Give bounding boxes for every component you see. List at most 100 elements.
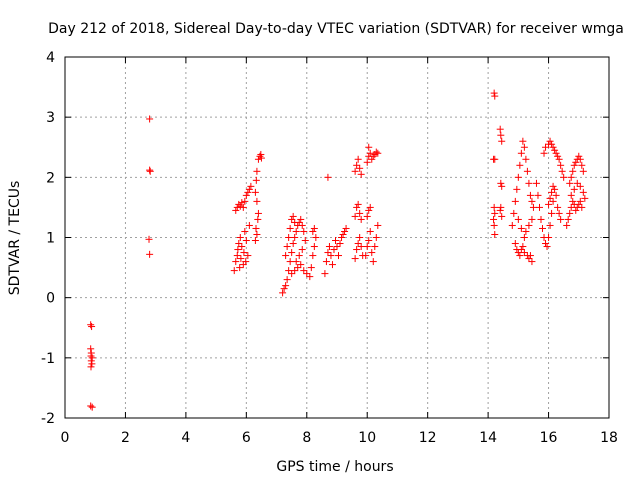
data-point bbox=[508, 221, 516, 229]
data-point bbox=[543, 243, 551, 251]
data-point bbox=[569, 167, 577, 175]
data-point bbox=[292, 258, 300, 266]
data-point bbox=[516, 161, 524, 169]
data-points bbox=[87, 89, 589, 411]
x-tick-label: 14 bbox=[479, 430, 497, 446]
data-point bbox=[491, 155, 499, 163]
y-tick-label: 3 bbox=[46, 110, 55, 126]
data-point bbox=[369, 258, 377, 266]
data-point bbox=[576, 197, 584, 205]
data-point bbox=[235, 240, 243, 248]
data-point bbox=[298, 246, 306, 254]
data-point bbox=[572, 206, 580, 214]
data-point bbox=[356, 234, 364, 241]
data-point bbox=[548, 140, 556, 148]
data-point bbox=[564, 215, 572, 223]
data-point bbox=[291, 234, 299, 241]
x-tick-label: 18 bbox=[600, 430, 618, 446]
data-point bbox=[573, 179, 581, 187]
data-point bbox=[356, 209, 364, 217]
data-point bbox=[301, 237, 309, 245]
x-tick-label: 4 bbox=[181, 430, 190, 446]
data-point bbox=[551, 146, 559, 154]
data-point bbox=[282, 252, 290, 260]
data-point bbox=[351, 167, 359, 175]
data-point bbox=[233, 203, 241, 211]
data-point bbox=[338, 234, 346, 241]
data-point bbox=[146, 166, 154, 174]
data-point bbox=[297, 261, 305, 269]
data-point bbox=[520, 143, 528, 151]
data-point bbox=[88, 323, 96, 331]
data-point bbox=[253, 167, 261, 175]
data-point bbox=[351, 212, 359, 220]
data-point bbox=[546, 137, 554, 145]
data-point bbox=[519, 243, 527, 251]
data-point bbox=[286, 224, 294, 232]
data-point bbox=[87, 363, 95, 371]
data-point bbox=[238, 243, 246, 251]
data-point bbox=[87, 321, 95, 329]
data-point bbox=[535, 203, 543, 211]
data-point bbox=[283, 276, 291, 284]
data-point bbox=[336, 240, 344, 248]
data-point bbox=[545, 200, 553, 208]
data-point bbox=[256, 152, 264, 160]
data-point bbox=[549, 182, 557, 190]
x-tick-label: 16 bbox=[540, 430, 558, 446]
data-point bbox=[297, 215, 305, 223]
data-point bbox=[279, 289, 287, 297]
data-point bbox=[252, 224, 260, 232]
data-point bbox=[552, 191, 560, 199]
data-point bbox=[546, 194, 554, 202]
data-point bbox=[309, 252, 317, 260]
data-point bbox=[534, 191, 542, 199]
data-point bbox=[529, 203, 537, 211]
data-point bbox=[300, 267, 308, 275]
data-point bbox=[570, 161, 578, 169]
data-point bbox=[567, 173, 575, 181]
data-point bbox=[576, 182, 584, 190]
data-point bbox=[363, 158, 371, 166]
data-point bbox=[341, 227, 349, 235]
y-tick-label: 4 bbox=[46, 50, 55, 66]
data-point bbox=[552, 149, 560, 157]
data-point bbox=[333, 243, 341, 251]
data-point bbox=[566, 179, 574, 187]
data-point bbox=[300, 227, 308, 235]
data-point bbox=[368, 155, 376, 163]
data-point bbox=[357, 243, 365, 251]
data-point bbox=[490, 89, 498, 97]
data-point bbox=[567, 203, 575, 211]
data-point bbox=[549, 197, 557, 205]
data-point bbox=[490, 203, 498, 211]
data-point bbox=[230, 267, 238, 275]
data-point bbox=[291, 218, 299, 226]
data-point bbox=[328, 261, 336, 269]
data-point bbox=[291, 267, 299, 275]
data-point bbox=[237, 255, 245, 263]
data-point bbox=[146, 250, 154, 258]
data-point bbox=[516, 252, 524, 260]
data-point bbox=[532, 179, 540, 187]
data-point bbox=[368, 249, 376, 257]
data-point bbox=[497, 203, 505, 211]
data-point bbox=[363, 212, 371, 220]
x-tick-label: 12 bbox=[419, 430, 437, 446]
data-point bbox=[570, 185, 578, 193]
data-point bbox=[510, 209, 518, 217]
data-point bbox=[567, 191, 575, 199]
y-tick-label: -1 bbox=[41, 351, 55, 367]
data-point bbox=[342, 224, 350, 232]
data-point bbox=[513, 185, 521, 193]
data-point bbox=[526, 191, 534, 199]
data-point bbox=[245, 185, 253, 193]
data-point bbox=[555, 155, 563, 163]
data-point bbox=[353, 161, 361, 169]
data-point bbox=[557, 215, 565, 223]
data-point bbox=[498, 137, 506, 145]
data-point bbox=[87, 357, 95, 365]
data-point bbox=[374, 221, 382, 229]
